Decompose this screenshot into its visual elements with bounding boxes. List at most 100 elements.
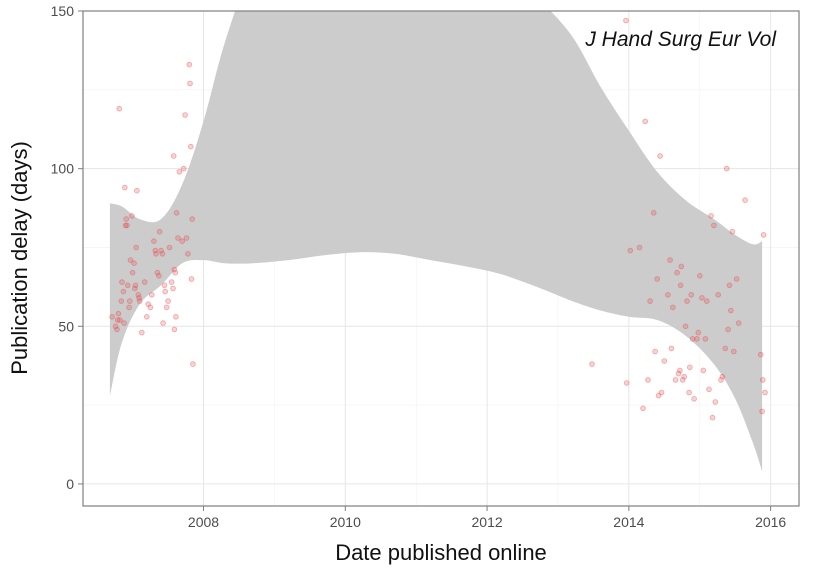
data-point <box>186 61 193 68</box>
y-tick-label: 100 <box>51 161 75 177</box>
data-point <box>126 304 132 311</box>
data-point <box>127 298 133 304</box>
data-point <box>119 279 125 285</box>
data-point <box>171 326 178 333</box>
axis-ticks <box>78 10 772 511</box>
data-point <box>667 257 673 263</box>
data-point <box>735 320 742 326</box>
x-tick-label: 2012 <box>472 514 503 530</box>
data-point <box>725 326 731 333</box>
data-point <box>691 395 697 402</box>
data-point <box>173 313 179 320</box>
data-point <box>109 313 115 320</box>
data-point <box>185 251 191 257</box>
data-point <box>116 105 122 112</box>
data-point <box>661 358 668 364</box>
data-point <box>133 244 140 251</box>
data-point <box>708 213 714 219</box>
x-tick-label: 2014 <box>613 514 644 530</box>
data-point <box>669 304 676 311</box>
data-point <box>723 165 730 172</box>
data-point <box>678 263 685 270</box>
data-point <box>686 389 692 396</box>
y-tick-label: 50 <box>58 318 74 334</box>
data-point <box>170 153 177 159</box>
data-point <box>699 295 705 301</box>
data-point <box>589 361 595 367</box>
data-point <box>156 272 162 279</box>
data-point <box>645 377 651 383</box>
data-point <box>162 288 169 295</box>
data-point <box>121 320 127 326</box>
data-point <box>711 222 717 229</box>
data-point <box>679 377 686 383</box>
data-point <box>726 282 733 289</box>
data-point <box>122 222 129 229</box>
data-point <box>161 282 168 289</box>
data-point <box>652 348 658 355</box>
data-point <box>165 298 171 304</box>
confidence-band-layer <box>109 11 763 472</box>
y-axis-title: Publication delay (days) <box>7 141 32 375</box>
data-point <box>182 112 188 118</box>
data-point <box>180 165 187 172</box>
data-point <box>158 247 164 254</box>
plot-border <box>82 10 800 507</box>
data-point <box>153 251 159 257</box>
data-point <box>636 244 643 251</box>
data-point <box>762 389 768 396</box>
data-point <box>703 298 710 304</box>
x-tick-label: 2016 <box>755 514 786 530</box>
data-point <box>647 298 653 304</box>
data-point <box>129 269 136 276</box>
data-point <box>183 235 190 241</box>
data-point <box>135 291 142 298</box>
data-point <box>141 279 148 285</box>
data-point <box>136 295 142 301</box>
data-points <box>109 17 768 421</box>
data-point <box>730 348 737 355</box>
data-point <box>759 408 765 415</box>
data-point <box>172 269 179 276</box>
y-tick-label: 0 <box>66 476 74 492</box>
data-point <box>176 169 183 175</box>
data-point <box>190 361 196 367</box>
data-point <box>147 304 154 311</box>
data-point <box>127 257 134 263</box>
data-point <box>672 377 679 383</box>
data-point <box>715 291 721 298</box>
data-point <box>117 317 123 323</box>
data-point <box>124 282 131 289</box>
data-point <box>132 282 139 289</box>
data-point <box>700 367 707 374</box>
data-point <box>173 210 180 216</box>
data-point <box>712 399 719 405</box>
data-point <box>118 298 125 304</box>
data-point <box>154 269 161 276</box>
data-point <box>686 364 693 371</box>
confidence-band <box>109 11 763 472</box>
data-point <box>650 210 657 216</box>
data-point <box>623 380 630 386</box>
data-point <box>136 298 143 304</box>
data-point <box>189 216 196 222</box>
data-point <box>757 351 764 358</box>
data-point <box>114 317 121 323</box>
data-point <box>733 276 740 282</box>
data-point <box>139 329 145 336</box>
data-point <box>163 304 170 311</box>
data-point <box>115 310 122 317</box>
data-point <box>702 336 709 342</box>
x-tick-label: 2010 <box>330 514 361 530</box>
data-point <box>728 307 734 314</box>
data-point <box>144 313 150 320</box>
data-point <box>658 389 665 396</box>
data-point <box>760 232 767 238</box>
data-point <box>709 414 716 421</box>
data-point <box>175 235 181 241</box>
data-point <box>696 272 703 279</box>
x-axis-title: Date published online <box>335 540 547 565</box>
x-tick-label: 2008 <box>188 514 219 530</box>
data-point <box>152 247 159 254</box>
data-point <box>682 323 689 330</box>
